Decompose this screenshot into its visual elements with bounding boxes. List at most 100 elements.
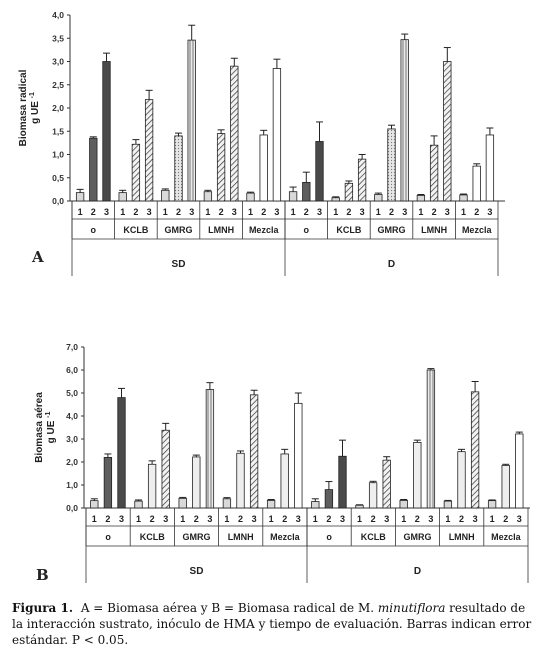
time-label-D-o-t1: 1 [313,514,318,524]
bar-D-LMNH-t1 [443,500,453,509]
time-label-SD-LMNH-t1: 1 [205,207,210,217]
bar-D-KCLB-t3 [357,158,367,202]
group-label-SD-o: o [91,225,97,235]
time-label-SD-LMNH-t2: 2 [238,514,243,524]
y-axis-label: Biomasa radical [18,69,29,146]
bar-SD-GMRG-t3 [205,389,215,509]
figure-canvas: 0,0 0,5 1,0 1,5 2,0 2,5 3,0 3,5 4,0 Biomasa radic… [18,10,530,584]
bar-SD-KCLB-t2 [131,143,141,202]
time-label-SD-KCLB-t3: 3 [163,514,168,524]
group-label-D-o: o [304,225,310,235]
bar-D-Mezcla-t3 [515,433,524,509]
y-axis-unit-exp: -1 [45,412,52,418]
bar-D-o-t3 [315,141,324,202]
time-label-D-LMNH-t3: 3 [473,514,478,524]
time-label-SD-GMRG-t2: 2 [176,207,181,217]
group-label-SD-o: o [105,532,111,542]
time-label-D-KCLB-t1: 1 [333,207,338,217]
y-tick-label: 7,0 [66,342,78,352]
bar-SD-KCLB-t2 [147,463,157,509]
y-axis-unit-exp: -1 [29,92,36,98]
y-tick-label: 4,0 [52,10,64,20]
chart-b: 0,0 1,0 2,0 3,0 4,0 5,0 6,0 7,0 Biomasa aérea g U… [34,342,530,584]
time-label-SD-Mezcla-t2: 2 [282,514,287,524]
time-label-D-KCLB-t3: 3 [384,514,389,524]
bar-SD-Mezcla-t3 [272,68,282,202]
time-label-SD-Mezcla-t1: 1 [248,207,253,217]
group-label-SD-GMRG: GMRG [165,225,193,235]
time-label-D-Mezcla-t2: 2 [503,514,508,524]
time-label-SD-KCLB-t1: 1 [136,514,141,524]
bar-SD-o-t3 [117,397,126,509]
time-label-D-o-t2: 2 [304,207,309,217]
group-label-SD-GMRG: GMRG [183,532,211,542]
y-tick-label: 3,0 [52,57,64,67]
panel-label: B [36,566,49,584]
group-label-D-KCLB: KCLB [336,225,361,235]
group-label-D-GMRG: GMRG [404,532,432,542]
caption-text-2: resultado de la interacción sustrato, in… [12,601,532,647]
time-label-SD-Mezcla-t3: 3 [296,514,301,524]
y-tick-label: 6,0 [66,365,78,375]
y-tick-label: 2,5 [52,80,64,90]
group-label-SD-KCLB: KCLB [123,225,148,235]
bar-SD-KCLB-t1 [118,192,127,202]
y-axis-title: Biomasa radical g UE -1 [18,69,41,146]
bar-SD-LMNH-t1 [222,498,232,509]
bar-SD-o-t3 [102,61,111,202]
bar-D-Mezcla-t1 [487,500,497,509]
time-label-D-GMRG-t2: 2 [389,207,394,217]
y-tick-label: 1,5 [52,126,64,136]
group-label-SD-LMNH: LMNH [208,225,234,235]
time-label-D-KCLB-t1: 1 [357,514,362,524]
time-label-D-GMRG-t1: 1 [401,514,406,524]
time-label-D-GMRG-t3: 3 [428,514,433,524]
level-label-SD: SD [172,259,186,270]
time-label-SD-KCLB-t1: 1 [120,207,125,217]
group-label-SD-LMNH: LMNH [228,532,254,542]
bar-D-Mezcla-t2 [472,165,481,202]
bar-SD-o-t2 [89,137,98,202]
time-label-SD-GMRG-t1: 1 [163,207,168,217]
time-label-D-LMNH-t2: 2 [459,514,464,524]
bar-D-Mezcla-t3 [485,134,495,202]
chart-a: 0,0 0,5 1,0 1,5 2,0 2,5 3,0 3,5 4,0 Biomasa radic… [18,10,505,276]
time-label-D-LMNH-t2: 2 [432,207,437,217]
time-label-D-Mezcla-t2: 2 [474,207,479,217]
time-label-SD-o-t3: 3 [104,207,109,217]
y-tick-label: 2,0 [52,103,64,113]
bar-SD-o-t2 [103,456,113,509]
time-label-D-Mezcla-t3: 3 [487,207,492,217]
time-label-D-GMRG-t3: 3 [402,207,407,217]
time-label-SD-KCLB-t2: 2 [133,207,138,217]
group-label-D-Mezcla: Mezcla [491,532,522,542]
time-label-SD-o-t2: 2 [105,514,110,524]
time-label-SD-Mezcla-t2: 2 [261,207,266,217]
y-axis-unit: g UE -1 [29,92,41,124]
time-label-SD-LMNH-t1: 1 [224,514,229,524]
time-label-D-KCLB-t2: 2 [371,514,376,524]
bar-SD-GMRG-t2 [192,456,201,509]
bar-SD-o-t1 [75,192,85,202]
caption-text-1: A = Biomasa aérea y B = Biomasa radical … [80,601,375,615]
bar-D-GMRG-t2 [387,128,396,202]
time-label-D-LMNH-t3: 3 [445,207,450,217]
bar-D-LMNH-t3 [470,391,480,509]
y-axis-title: Biomasa aérea g UE -1 [34,392,57,463]
group-label-D-Mezcla: Mezcla [462,225,493,235]
time-label-SD-Mezcla-t3: 3 [274,207,279,217]
time-label-D-Mezcla-t1: 1 [490,514,495,524]
time-label-SD-KCLB-t3: 3 [147,207,152,217]
time-label-D-LMNH-t1: 1 [445,514,450,524]
y-tick-label: 2,0 [66,457,78,467]
bar-SD-LMNH-t3 [230,65,239,202]
bar-D-KCLB-t1 [331,197,340,202]
time-label-SD-o-t1: 1 [78,207,83,217]
time-label-D-KCLB-t3: 3 [360,207,365,217]
bar-SD-GMRG-t1 [178,497,187,509]
time-label-D-Mezcla-t3: 3 [517,514,522,524]
figure-caption: Figura 1. A = Biomasa aérea y B = Biomas… [12,600,540,648]
y-tick-label: 5,0 [66,388,78,398]
time-label-D-Mezcla-t1: 1 [461,207,466,217]
time-label-SD-GMRG-t3: 3 [189,207,194,217]
